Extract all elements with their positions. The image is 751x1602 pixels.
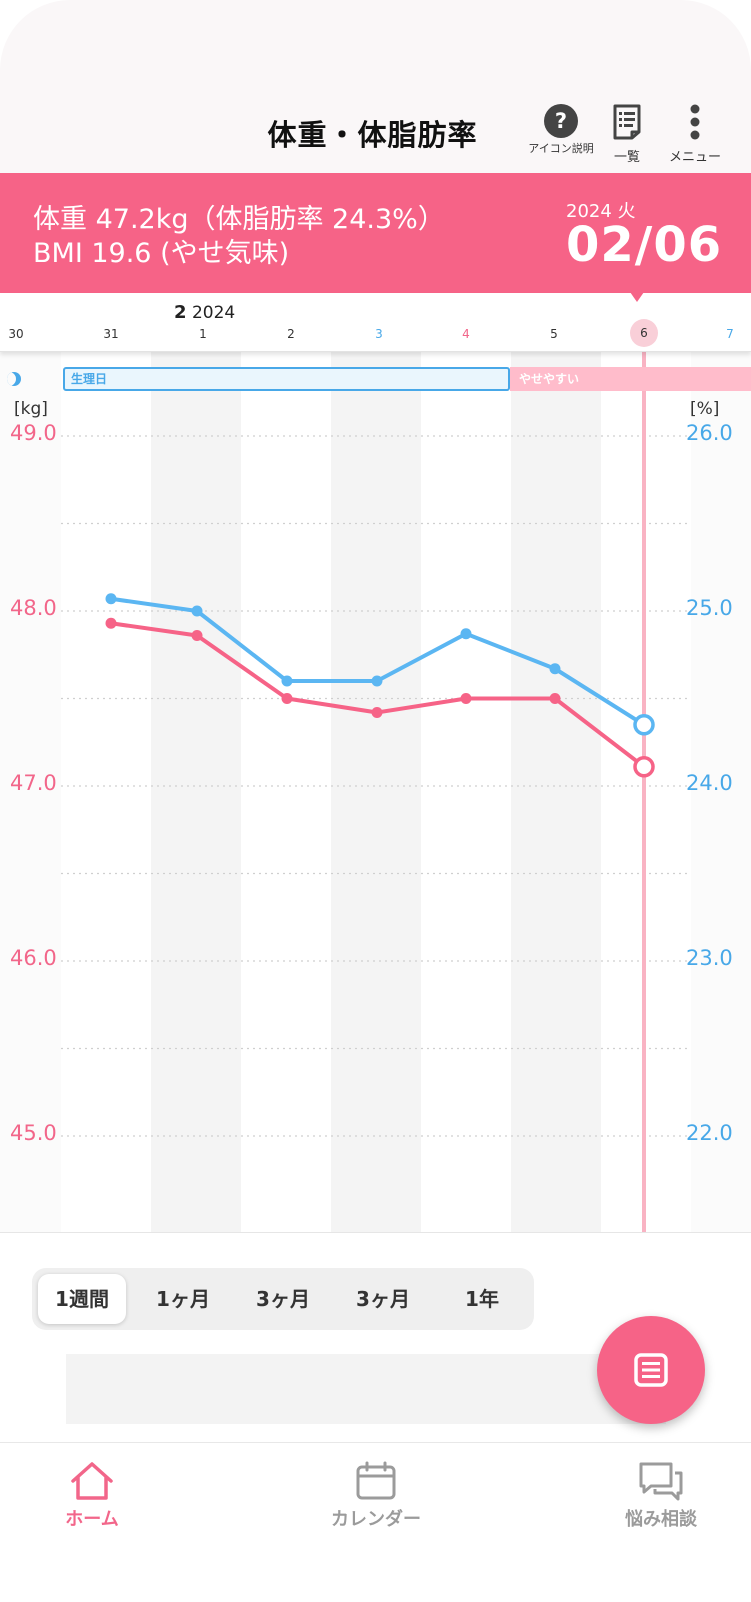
- tab-3-months[interactable]: 3ヶ月: [256, 1287, 310, 1311]
- month-year: 2024: [191, 303, 236, 323]
- calendar-icon: [356, 1461, 396, 1500]
- weight-point: [549, 693, 561, 704]
- tab-1-month[interactable]: 1ヶ月: [156, 1287, 210, 1311]
- nav-consult[interactable]: 悩み相談: [581, 1443, 741, 1531]
- day-column: [421, 352, 511, 1232]
- day-cell[interactable]: 1: [199, 327, 207, 341]
- weight-fat-chart: [61, 352, 691, 1232]
- left-tick-label: 48.0: [10, 596, 57, 620]
- note-icon: [634, 1353, 668, 1387]
- help-button[interactable]: ? アイコン説明: [519, 104, 603, 156]
- left-tick-label: 47.0: [10, 771, 57, 795]
- fat-point: [105, 593, 117, 605]
- fat-point-current: [633, 714, 655, 736]
- fat-point: [460, 628, 472, 640]
- weight-point-current: [633, 756, 655, 778]
- day-column: [241, 352, 331, 1232]
- day-cell[interactable]: 31: [103, 327, 119, 341]
- summary-banner: 体重 47.2kg（体脂肪率 24.3%） BMI 19.6 (やせ気味) 20…: [0, 173, 751, 293]
- weight-point: [281, 693, 293, 704]
- menu-button[interactable]: メニュー: [653, 104, 737, 165]
- nav-calendar[interactable]: カレンダー: [296, 1443, 456, 1531]
- right-tick-label: 25.0: [686, 596, 733, 620]
- fat-point: [191, 605, 203, 617]
- add-record-button[interactable]: [597, 1316, 705, 1424]
- day-column: [511, 352, 601, 1232]
- list-button[interactable]: 一覧: [585, 104, 669, 165]
- month-number: 2: [174, 302, 187, 323]
- weight-point: [191, 630, 203, 641]
- kebab-menu-icon: [690, 104, 700, 140]
- chat-bubbles-icon: [639, 1462, 683, 1501]
- question-circle-icon: ?: [544, 104, 578, 138]
- menu-label: メニュー: [668, 150, 721, 165]
- day-cell[interactable]: 2: [287, 327, 295, 341]
- range-tabs: 1週間 1ヶ月 3ヶ月 3ヶ月 1年: [32, 1268, 534, 1330]
- right-tick-label: 23.0: [686, 946, 733, 970]
- chart-area[interactable]: [0, 352, 751, 1232]
- weight-point: [460, 693, 472, 704]
- day-cell-sunday[interactable]: 4: [462, 327, 470, 341]
- summary-date: 02/06: [566, 217, 723, 273]
- day-cell-saturday[interactable]: 7: [726, 327, 734, 341]
- day-cell[interactable]: 5: [550, 327, 558, 341]
- period-band: 生理日: [63, 367, 510, 391]
- nav-calendar-label: カレンダー: [331, 1509, 421, 1530]
- left-tick-label: 49.0: [10, 421, 57, 445]
- document-list-icon: [613, 104, 641, 140]
- selected-date-pointer: [630, 292, 644, 302]
- summary-year-weekday: 2024 火: [566, 201, 636, 222]
- date-strip[interactable]: 2 2024 30 31 1 2 3 4 5 6 7: [0, 293, 751, 352]
- month-label: 2 2024: [174, 302, 235, 323]
- weight-loss-band: やせやすい: [510, 367, 751, 391]
- day-column: [61, 352, 151, 1232]
- right-tick-label: 22.0: [686, 1121, 733, 1145]
- home-icon: [71, 1462, 113, 1500]
- right-axis-unit: [%]: [690, 399, 720, 419]
- left-tick-label: 45.0: [10, 1121, 57, 1145]
- chart-divider: [0, 1232, 751, 1233]
- weight-summary: 体重 47.2kg（体脂肪率 24.3%）: [33, 204, 445, 235]
- left-axis-unit: [kg]: [14, 399, 48, 419]
- nav-home-label: ホーム: [65, 1509, 119, 1530]
- weight-point: [105, 617, 117, 629]
- fat-point: [549, 663, 561, 675]
- ad-placeholder: [66, 1354, 666, 1424]
- nav-home[interactable]: ホーム: [12, 1443, 172, 1531]
- weight-point: [371, 707, 383, 718]
- day-column: [151, 352, 241, 1232]
- day-cell-selected[interactable]: 6: [630, 319, 658, 347]
- bmi-summary: BMI 19.6 (やせ気味): [33, 238, 290, 269]
- bottom-nav: ホーム カレンダー 悩み相談: [0, 1442, 751, 1602]
- tab-3-months-alt[interactable]: 3ヶ月: [356, 1287, 410, 1311]
- header-background: [0, 0, 751, 175]
- day-column: [331, 352, 421, 1232]
- moon-icon: [7, 372, 21, 386]
- help-label: アイコン説明: [528, 142, 594, 155]
- tab-1-week[interactable]: 1週間: [38, 1274, 126, 1324]
- fat-point: [371, 675, 383, 687]
- nav-consult-label: 悩み相談: [625, 1509, 697, 1530]
- left-tick-label: 46.0: [10, 946, 57, 970]
- list-label: 一覧: [613, 150, 640, 165]
- day-cell-saturday[interactable]: 3: [375, 327, 383, 341]
- right-tick-label: 26.0: [686, 421, 733, 445]
- day-cell[interactable]: 30: [8, 327, 24, 341]
- tab-1-year[interactable]: 1年: [465, 1287, 499, 1311]
- fat-point: [281, 675, 293, 687]
- page-title: 体重・体脂肪率: [267, 118, 478, 152]
- right-tick-label: 24.0: [686, 771, 733, 795]
